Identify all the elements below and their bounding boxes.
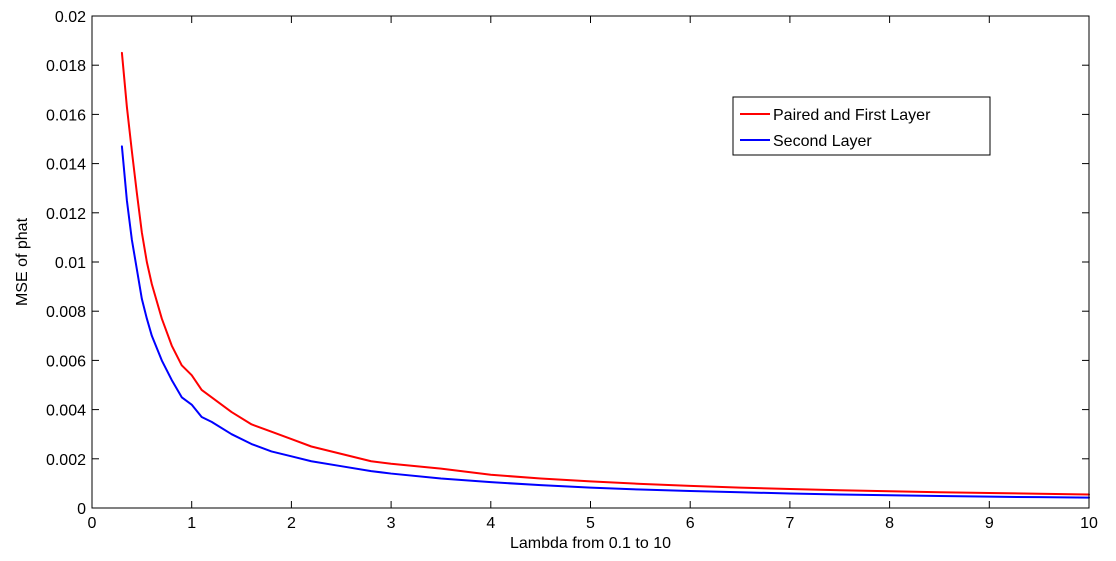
x-tick-label: 10 xyxy=(1080,515,1098,532)
x-tick-label: 4 xyxy=(486,515,495,532)
legend-label-1: Paired and First Layer xyxy=(773,107,931,124)
x-tick-label: 9 xyxy=(985,515,994,532)
x-tick-label: 7 xyxy=(785,515,794,532)
y-axis-label: MSE of phat xyxy=(14,217,31,306)
y-tick-label: 0.016 xyxy=(46,107,86,124)
x-tick-label: 3 xyxy=(387,515,396,532)
y-tick-label: 0.008 xyxy=(46,304,86,321)
plot-area xyxy=(92,16,1090,508)
series-line-2 xyxy=(120,145,1090,499)
legend-label-2: Second Layer xyxy=(773,133,872,150)
y-tick-label: 0.014 xyxy=(46,157,86,174)
y-tick-label: 0.02 xyxy=(55,9,86,26)
series-line-1 xyxy=(120,51,1090,496)
y-tick-label: 0.006 xyxy=(46,353,86,370)
x-tick-label: 1 xyxy=(187,515,196,532)
y-tick-label: 0.018 xyxy=(46,58,86,75)
y-tick-label: 0.002 xyxy=(46,452,86,469)
legend: Paired and First Layer Second Layer xyxy=(732,96,991,156)
x-tick-label: 6 xyxy=(686,515,695,532)
x-tick-label: 5 xyxy=(586,515,595,532)
x-tick-label: 2 xyxy=(287,515,296,532)
axes: 0 1 2 3 4 5 6 7 8 9 10 0 0.002 0.004 0.006 0.008 0.01 0.0… xyxy=(46,9,1098,532)
y-tick-label: 0 xyxy=(77,501,86,518)
y-tick-label: 0.01 xyxy=(55,255,86,272)
y-tick-label: 0.004 xyxy=(46,403,86,420)
x-tick-label: 0 xyxy=(88,515,97,532)
x-tick-label: 8 xyxy=(885,515,894,532)
legend-box xyxy=(732,96,991,156)
plot-background xyxy=(92,16,1089,508)
y-tick-label: 0.012 xyxy=(46,206,86,223)
x-axis-label: Lambda from 0.1 to 10 xyxy=(510,535,671,552)
